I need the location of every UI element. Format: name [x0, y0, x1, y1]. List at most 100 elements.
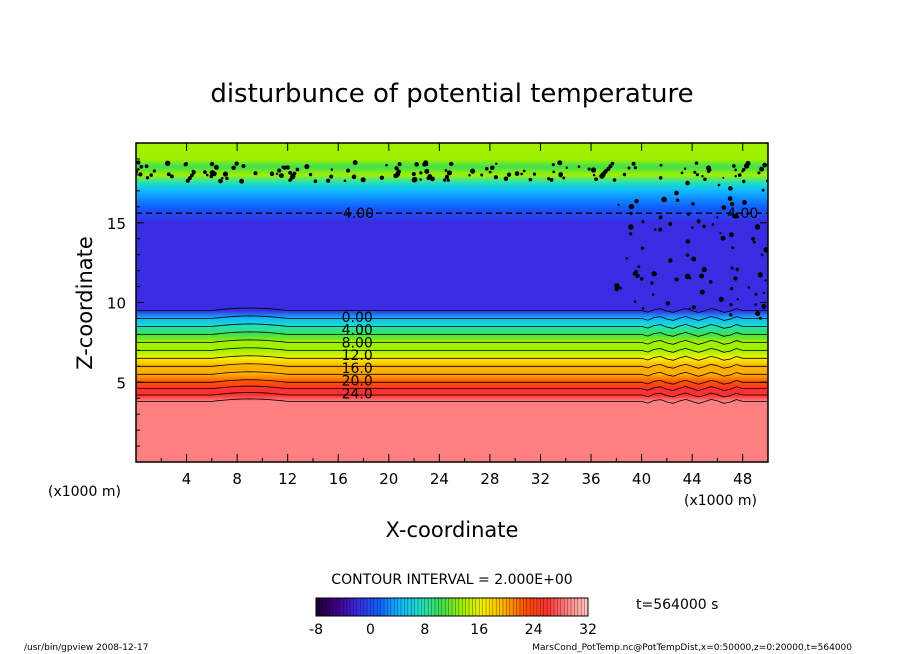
- y-tick-label: 15: [107, 215, 126, 233]
- contour-dot: [659, 163, 663, 167]
- contour-dot: [608, 164, 613, 169]
- contour-dot: [313, 179, 318, 184]
- contour-dot: [565, 166, 568, 169]
- contour-dot: [701, 275, 704, 278]
- contour-dot: [685, 180, 690, 186]
- colorbar-tick-label: 16: [470, 622, 488, 638]
- contour-dot: [231, 165, 236, 170]
- contour-dot: [290, 174, 296, 180]
- colorbar: -8 0 8 16 24 32: [309, 597, 597, 638]
- contour-dot: [394, 166, 399, 171]
- contour-dot: [699, 289, 705, 295]
- contour-dot: [732, 164, 736, 168]
- contour-dot: [484, 167, 489, 171]
- x-tick-label: 16: [329, 470, 348, 488]
- y-axis-ticks: 5 10 15: [107, 158, 768, 447]
- contour-dot: [754, 224, 761, 230]
- colorbar-tick-label: -8: [309, 622, 323, 638]
- contour-line: [136, 339, 768, 345]
- contour-interval-text: CONTOUR INTERVAL = 2.000E+00: [331, 572, 572, 588]
- contour-dot: [446, 178, 450, 182]
- contour-dot: [136, 160, 141, 165]
- contour-dot: [743, 163, 750, 169]
- chart-title: disturbunce of potential temperature: [210, 79, 693, 109]
- contour-dot: [762, 162, 768, 168]
- contour-dot: [551, 163, 555, 167]
- contour-dot: [203, 170, 207, 174]
- contour-dot: [728, 186, 733, 191]
- contour-dot: [449, 161, 454, 167]
- contour-dot: [610, 161, 615, 166]
- contour-dot: [427, 174, 433, 179]
- contour-dot: [628, 203, 635, 210]
- contour-dot: [751, 236, 755, 241]
- contour-dot: [730, 266, 734, 270]
- contour-dot: [346, 168, 351, 173]
- contour-dot: [691, 305, 696, 310]
- contour-dot: [721, 205, 727, 210]
- contour-dot: [419, 171, 423, 175]
- contour-dot: [448, 170, 453, 175]
- contour-dot: [760, 253, 764, 257]
- contour-line: [136, 392, 768, 398]
- contour-dot: [468, 174, 471, 177]
- contour-line: [136, 385, 768, 392]
- contour-dot: [737, 173, 742, 177]
- x-tick-label: 28: [480, 470, 499, 488]
- contour-dot: [703, 177, 707, 182]
- contour-dot: [444, 169, 448, 172]
- contour-dot: [218, 178, 223, 184]
- contour-dot: [650, 281, 654, 285]
- contour-dot: [629, 232, 633, 236]
- contour-label: 8.00: [342, 335, 373, 351]
- colorbar-ticks: -8 0 8 16 24 32: [309, 622, 597, 638]
- contour-dot: [729, 303, 733, 307]
- contour-dot: [717, 183, 721, 187]
- contour-dot: [144, 164, 149, 169]
- x-tick-label: 48: [733, 470, 752, 488]
- contour-dot: [592, 173, 596, 177]
- contour-dot: [480, 173, 484, 177]
- contour-dot: [520, 172, 523, 176]
- contour-dot: [278, 173, 283, 178]
- contour-label: 24.0: [342, 386, 373, 402]
- contour-dot: [352, 160, 358, 165]
- colorbar-tick-label: 8: [420, 622, 429, 638]
- contour-dot: [288, 170, 293, 175]
- contour-dot: [701, 267, 707, 273]
- contour-dot: [222, 171, 229, 177]
- contour-dot: [762, 291, 766, 295]
- contour-line: [136, 315, 768, 321]
- contour-dot: [716, 216, 719, 219]
- contour-dot: [562, 176, 566, 180]
- x-tick-label: 36: [581, 470, 600, 488]
- contour-dot: [668, 258, 673, 263]
- contour-dot: [729, 313, 733, 317]
- contour-dot: [684, 273, 691, 280]
- contour-dot: [685, 253, 690, 257]
- contour-dot: [635, 273, 640, 278]
- contour-dot: [617, 203, 620, 206]
- contour-dot: [632, 272, 637, 276]
- contour-dot: [691, 226, 694, 229]
- contour-dot: [640, 246, 645, 251]
- contour-dot: [696, 219, 701, 224]
- contour-dot: [691, 256, 697, 262]
- contour-dot: [758, 316, 762, 320]
- contour-dot: [702, 224, 706, 229]
- contour-label: 4.00: [342, 323, 373, 339]
- contour-dot: [469, 168, 476, 174]
- x-tick-label: 8: [232, 470, 242, 488]
- contour-dot: [503, 176, 509, 182]
- contour-dot: [674, 277, 679, 282]
- contour-dot: [734, 168, 738, 172]
- field-fill: [136, 143, 768, 462]
- contour-dot: [685, 239, 691, 244]
- contour-dot: [641, 220, 645, 224]
- contour-dot: [658, 215, 663, 220]
- contour-dot: [444, 174, 450, 180]
- contour-line: [136, 371, 768, 377]
- contour-dot: [730, 286, 734, 291]
- colorbar-tick-label: 24: [525, 622, 543, 638]
- contour-dot: [728, 232, 734, 238]
